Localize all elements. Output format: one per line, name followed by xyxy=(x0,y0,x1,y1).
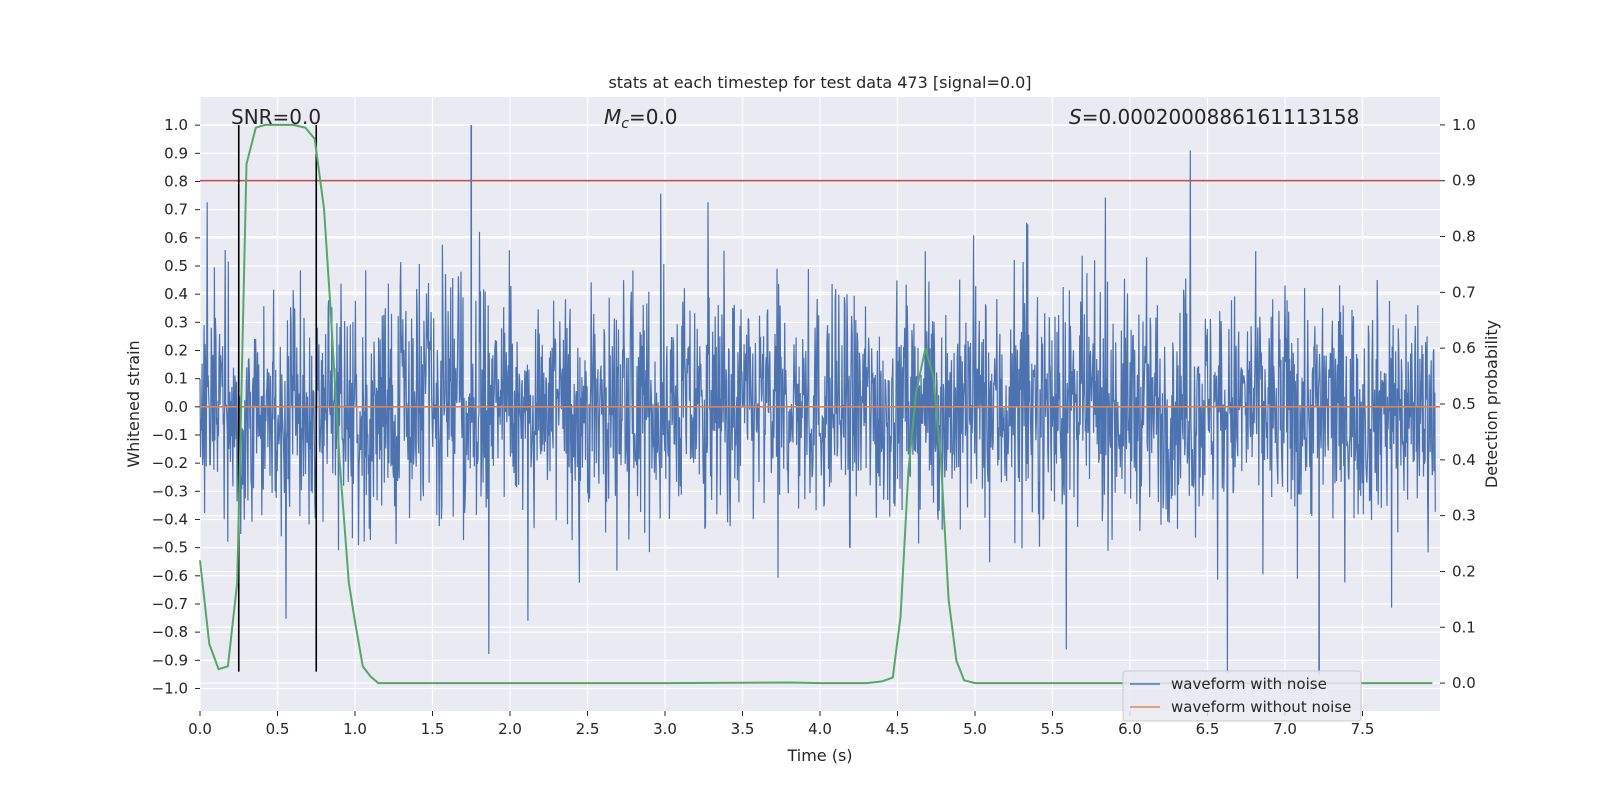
noise-series xyxy=(199,125,1436,675)
x-tick-label: 7.5 xyxy=(1351,720,1375,738)
y-axis-ticks: 1.0 0.9 0.8 0.7 0.6 0.5 0.4 0.3 0.2 0.1 0.0 −0.1 −0.… xyxy=(152,116,200,697)
x-tick-label: 4.0 xyxy=(808,720,832,738)
s-symbol: S xyxy=(1069,105,1082,129)
right-axis-label: Detection probability xyxy=(1482,320,1501,488)
s-value: =0.0002000886161113158 xyxy=(1082,105,1360,129)
x-axis-ticks: 0.0 0.5 1.0 1.5 2.0 2.5 3.0 3.5 4.0 4.5 5.0 5.5 6.0 6… xyxy=(188,711,1374,738)
y-tick-label: 1.0 xyxy=(164,116,188,134)
x-tick-label: 6.5 xyxy=(1196,720,1220,738)
right-tick-label: 0.9 xyxy=(1452,172,1476,190)
x-axis-label: Time (s) xyxy=(786,746,852,765)
x-tick-label: 5.0 xyxy=(963,720,987,738)
x-tick-label: 4.5 xyxy=(886,720,910,738)
right-tick-label: 0.1 xyxy=(1452,618,1476,636)
legend-label-noise: waveform with noise xyxy=(1171,675,1327,693)
y-tick-label: −1.0 xyxy=(152,679,188,697)
chart-title: stats at each timestep for test data 473… xyxy=(608,73,1031,92)
x-tick-label: 3.0 xyxy=(653,720,677,738)
mc-subscript: c xyxy=(621,116,629,132)
right-tick-label: 0.4 xyxy=(1452,451,1476,469)
right-tick-label: 0.8 xyxy=(1452,228,1476,246)
x-tick-label: 6.0 xyxy=(1118,720,1142,738)
x-tick-label: 0.0 xyxy=(188,720,212,738)
detection-probability-line xyxy=(199,123,1433,685)
chirp-mass-annotation: Mc=0.0 xyxy=(604,105,678,132)
y-tick-label: 0.1 xyxy=(164,370,188,388)
s-annotation: S=0.0002000886161113158 xyxy=(1069,105,1359,129)
y-tick-label: 0.8 xyxy=(164,172,188,190)
snr-annotation: SNR=0.0 xyxy=(231,105,321,129)
y-tick-label: −0.9 xyxy=(152,651,188,669)
y-tick-label: 0.4 xyxy=(164,285,188,303)
right-tick-label: 0.0 xyxy=(1452,674,1476,692)
x-tick-label: 2.5 xyxy=(576,720,600,738)
y-tick-label: −0.6 xyxy=(152,567,188,585)
y-tick-label: 0.5 xyxy=(164,257,188,275)
mc-value: =0.0 xyxy=(629,105,678,129)
legend-label-clean: waveform without noise xyxy=(1171,698,1351,716)
x-tick-label: 7.0 xyxy=(1273,720,1297,738)
x-tick-label: 3.5 xyxy=(731,720,755,738)
right-tick-label: 0.7 xyxy=(1452,283,1476,301)
right-tick-label: 0.2 xyxy=(1452,562,1476,580)
y-tick-label: 0.6 xyxy=(164,229,188,247)
right-tick-label: 0.6 xyxy=(1452,339,1476,357)
x-tick-label: 1.5 xyxy=(421,720,445,738)
y-tick-label: 0.9 xyxy=(164,144,188,162)
y-tick-label: −0.1 xyxy=(152,426,188,444)
legend: waveform with noise waveform without noi… xyxy=(1122,670,1362,722)
x-tick-label: 2.0 xyxy=(498,720,522,738)
y-tick-label: −0.4 xyxy=(152,510,188,528)
y-tick-label: −0.7 xyxy=(152,595,188,613)
x-tick-label: 0.5 xyxy=(266,720,290,738)
mc-symbol: M xyxy=(604,105,621,129)
y-tick-label: 0.3 xyxy=(164,313,188,331)
x-tick-label: 1.0 xyxy=(343,720,367,738)
y-tick-label: −0.8 xyxy=(152,623,188,641)
line-series xyxy=(199,123,1440,685)
legend-box xyxy=(1122,670,1362,722)
y-tick-label: 0.0 xyxy=(164,398,188,416)
y-axis-label: Whitened strain xyxy=(124,340,143,467)
y-tick-label: −0.2 xyxy=(152,454,188,472)
right-tick-label: 0.3 xyxy=(1452,507,1476,525)
y-tick-label: −0.5 xyxy=(152,539,188,557)
y-tick-label: 0.2 xyxy=(164,341,188,359)
y-tick-label: 0.7 xyxy=(164,201,188,219)
right-tick-label: 1.0 xyxy=(1452,116,1476,134)
y-tick-label: −0.3 xyxy=(152,482,188,500)
right-tick-label: 0.5 xyxy=(1452,395,1476,413)
noise-waveform xyxy=(199,150,1436,673)
right-axis-ticks: 1.0 0.9 0.8 0.7 0.6 0.5 0.4 0.3 0.2 0.1 0.0 xyxy=(1440,116,1476,692)
x-tick-label: 5.5 xyxy=(1041,720,1065,738)
